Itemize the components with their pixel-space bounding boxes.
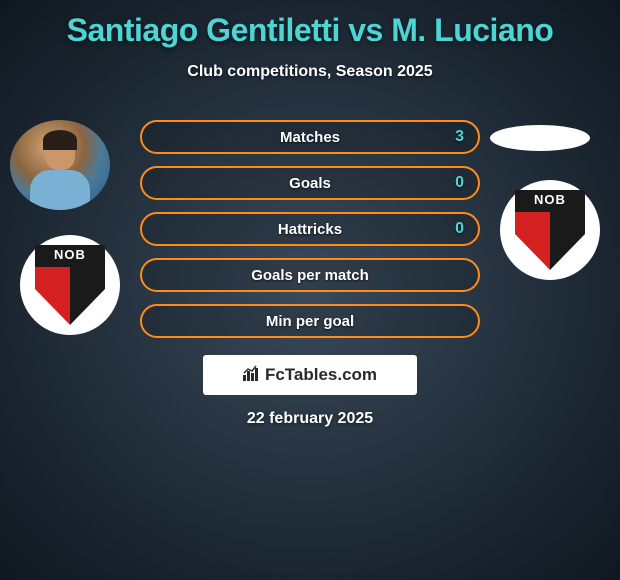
- stat-label: Min per goal: [266, 313, 354, 330]
- stat-label: Hattricks: [278, 221, 342, 238]
- stat-label: Goals: [289, 175, 331, 192]
- stat-row-hattricks: Hattricks 0: [140, 212, 480, 246]
- season-subtitle: Club competitions, Season 2025: [0, 63, 620, 81]
- club-badge-right: NOB: [500, 180, 600, 280]
- stat-row-goals-per-match: Goals per match: [140, 258, 480, 292]
- player-photo-left: [10, 120, 110, 210]
- stat-value: 0: [455, 174, 464, 192]
- comparison-title: Santiago Gentiletti vs M. Luciano: [0, 0, 620, 49]
- chart-icon: [243, 365, 261, 386]
- stat-row-min-per-goal: Min per goal: [140, 304, 480, 338]
- club-badge-left: NOB: [20, 235, 120, 335]
- stat-value: 0: [455, 220, 464, 238]
- player-placeholder-right: [490, 125, 590, 151]
- brand-attribution: FcTables.com: [203, 355, 417, 395]
- player-jersey: [30, 170, 90, 210]
- badge-text-left: NOB: [35, 247, 105, 262]
- stat-row-matches: Matches 3: [140, 120, 480, 154]
- shield-icon: NOB: [515, 190, 585, 270]
- badge-text-right: NOB: [515, 192, 585, 207]
- brand-text: FcTables.com: [265, 365, 377, 385]
- shield-icon: NOB: [35, 245, 105, 325]
- stat-row-goals: Goals 0: [140, 166, 480, 200]
- stats-container: Matches 3 Goals 0 Hattricks 0 Goals per …: [140, 120, 480, 350]
- date-text: 22 february 2025: [0, 410, 620, 428]
- stat-label: Matches: [280, 129, 340, 146]
- player-hair: [43, 130, 77, 150]
- stat-value: 3: [455, 128, 464, 146]
- stat-label: Goals per match: [251, 267, 369, 284]
